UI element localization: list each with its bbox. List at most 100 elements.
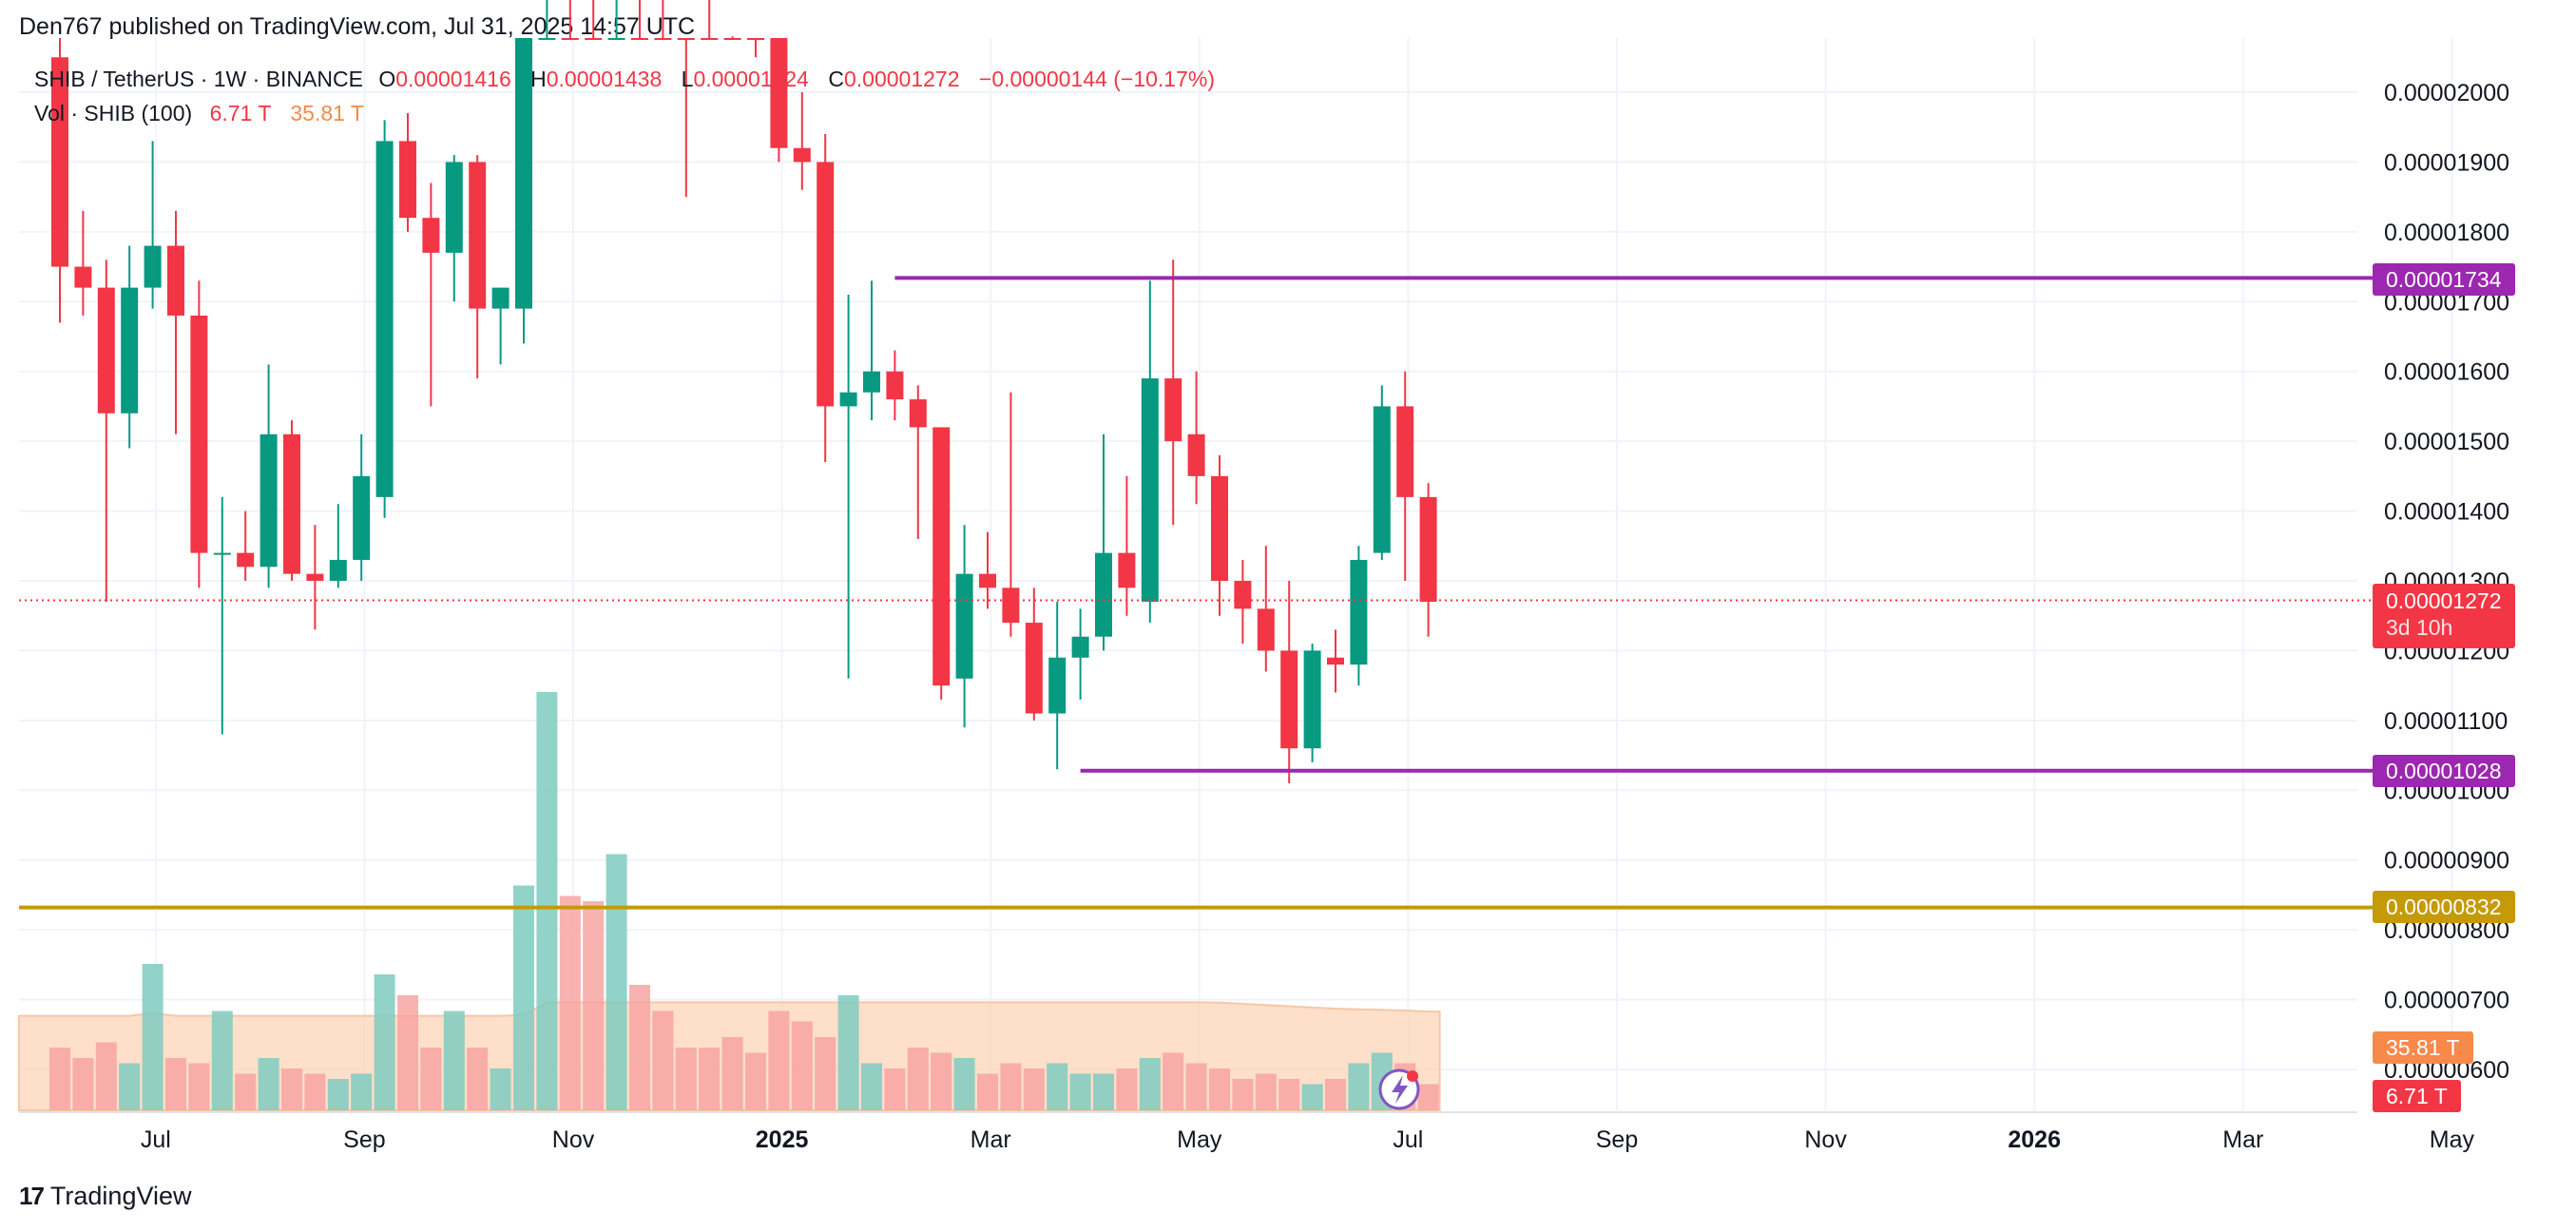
candle-body [863,371,880,393]
legend-ohlc: SHIB / TetherUS · 1W · BINANCE O0.000014… [34,67,1215,92]
candle-body [979,573,996,588]
volume-bar [745,1052,766,1110]
time-tick-label: Mar [971,1126,1011,1153]
candle-body [607,38,625,40]
volume-bar [49,1048,70,1110]
candle-body [144,245,162,288]
volume-bar [1348,1063,1370,1110]
candle-body [237,552,255,568]
volume-bar [420,1048,442,1110]
candle-body [1327,657,1344,665]
volume-bar [72,1058,94,1110]
tradingview-logo[interactable]: 17 TradingView [19,1182,192,1211]
candle-body [1211,475,1228,581]
candle-body [121,287,139,414]
price-tick-label: 0.00001400 [2384,499,2509,526]
candle-body [561,38,579,40]
candle-body [723,38,741,40]
candle-body [886,371,904,400]
volume-bar [188,1063,210,1110]
time-tick-label: 2026 [2008,1126,2061,1153]
volume-bar [1163,1052,1184,1110]
candle-body [1187,433,1205,476]
legend-c-value: 0.00001272 [843,67,960,91]
volume-bar [629,985,650,1110]
volume-bar [281,1068,302,1110]
candle-body [1141,378,1159,603]
volume-bar [1047,1063,1068,1110]
candle-body [399,141,416,219]
candle-body [1257,608,1275,651]
candle-body [932,427,951,686]
legend-vol-ma-value: 35.81 T [290,101,364,125]
candle-body [469,162,487,309]
time-tick-label: Sep [1596,1126,1638,1153]
volume-bar [699,1048,721,1110]
candle-body [631,38,648,40]
time-tick-label: Sep [343,1126,385,1153]
volume-bar [815,1037,836,1110]
time-tick-label: Jul [141,1126,171,1153]
volume-bar [513,885,534,1110]
candle-body [329,559,347,581]
volume-bar [374,974,395,1110]
volume-bar [1209,1068,1230,1110]
candle-body [491,287,509,309]
time-tick-label: Nov [552,1126,595,1153]
volume-bar [443,1011,465,1110]
volume-bar [583,901,605,1110]
candle-body [1234,581,1252,609]
time-tick-label: 2025 [756,1126,809,1153]
volume-bar [95,1042,117,1110]
candle-body [1396,406,1414,497]
resistance-price-tag: 0.00001734 [2373,263,2515,296]
volume-bar [721,1037,743,1110]
support-price-tag: 0.00001028 [2373,755,2515,787]
notification-dot-icon [1407,1070,1418,1082]
price-tick-label: 0.00001600 [2384,359,2509,386]
volume-bar [397,995,418,1110]
candle-body [793,147,811,163]
candle-body [770,38,788,148]
lightning-badge [1378,1068,1420,1110]
candle-body [538,38,556,40]
volume-bar [791,1021,813,1110]
candle-body [74,266,92,288]
candle-body [1164,378,1182,442]
time-axis: Jul Sep Nov 2025 Mar May Jul Sep Nov 2026 Mar May [19,1111,2475,1153]
volume-bar [490,1068,511,1110]
candle-body [422,218,440,253]
volume-pane [18,692,1441,1111]
volume-bar [1232,1079,1254,1110]
time-tick-label: Nov [1804,1126,1847,1153]
candle-body [167,245,184,316]
candle-body [677,38,695,40]
volume-bar [1139,1058,1161,1110]
candle-body [654,38,672,40]
volume-bar [235,1073,257,1110]
volume-bar [768,1011,790,1110]
tradingview-mark-icon: 17 [19,1182,45,1210]
volume-bar [884,1068,906,1110]
candle-body [1350,559,1368,665]
candle-body [375,141,394,497]
volume-bar [606,854,627,1110]
price-tick-label: 0.00000700 [2384,988,2509,1014]
legend-volume: Vol · SHIB (100) 6.71 T 35.81 T [34,101,364,126]
volume-bar [119,1063,141,1110]
volume-bar [258,1058,279,1110]
last-price-value: 0.00001272 [2386,588,2502,613]
volume-bar [165,1058,186,1110]
legend-l-label: L [681,67,694,91]
legend-symbol[interactable]: SHIB / TetherUS · 1W · BINANCE [34,67,363,91]
volume-bar [142,964,163,1110]
legend-o-label: O [378,67,396,91]
bar-countdown: 3d 10h [2386,615,2453,640]
level-low-price-tag: 0.00000832 [2373,891,2515,923]
legend-vol-label[interactable]: Vol · SHIB (100) [34,101,193,125]
legend-h-label: H [530,67,547,91]
candle-body [1025,623,1043,714]
volume-bar [327,1079,349,1110]
time-tick-label: Mar [2222,1126,2263,1153]
